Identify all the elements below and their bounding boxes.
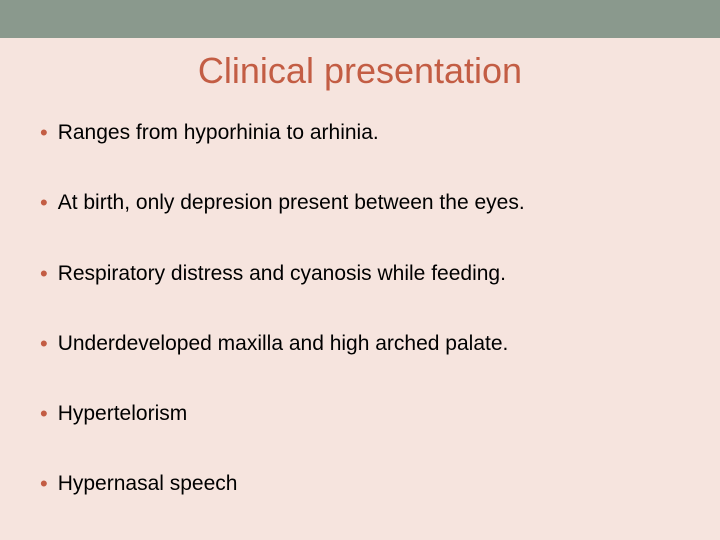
bullet-text: Hypertelorism: [58, 401, 188, 427]
bullet-text: Underdeveloped maxilla and high arched p…: [58, 331, 509, 357]
list-item: • Respiratory distress and cyanosis whil…: [40, 261, 680, 287]
bullet-text: At birth, only depresion present between…: [58, 190, 525, 216]
bullet-text: Hypernasal speech: [58, 471, 238, 497]
list-item: • Underdeveloped maxilla and high arched…: [40, 331, 680, 357]
list-item: • Ranges from hyporhinia to arhinia.: [40, 120, 680, 146]
list-item: • Hypertelorism: [40, 401, 680, 427]
top-accent-bar: [0, 0, 720, 38]
bullet-icon: •: [40, 122, 48, 144]
bullet-icon: •: [40, 192, 48, 214]
slide-title: Clinical presentation: [40, 50, 680, 92]
bullet-icon: •: [40, 333, 48, 355]
bullet-icon: •: [40, 473, 48, 495]
list-item: • Hypernasal speech: [40, 471, 680, 497]
bullet-text: Respiratory distress and cyanosis while …: [58, 261, 506, 287]
bullet-text: Ranges from hyporhinia to arhinia.: [58, 120, 379, 146]
slide-content: Clinical presentation • Ranges from hypo…: [0, 38, 720, 498]
bullet-icon: •: [40, 403, 48, 425]
list-item: • At birth, only depresion present betwe…: [40, 190, 680, 216]
bullet-icon: •: [40, 263, 48, 285]
